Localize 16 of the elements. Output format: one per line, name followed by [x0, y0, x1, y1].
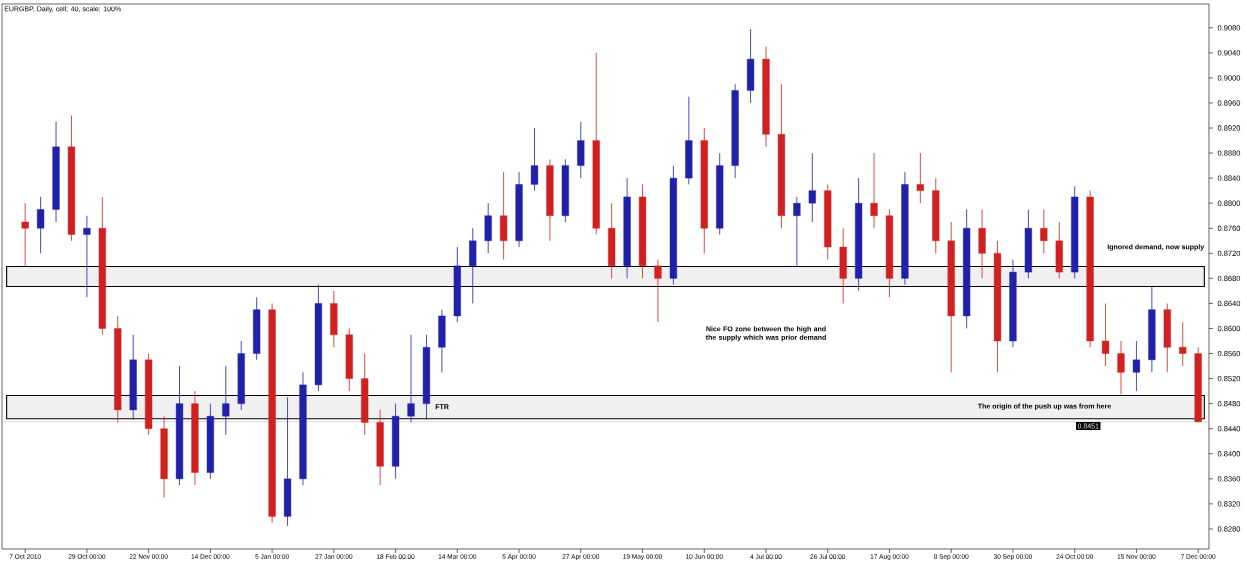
candlestick	[222, 365, 230, 436]
candlestick	[654, 259, 662, 323]
candlestick	[1117, 340, 1125, 395]
candlestick	[916, 152, 924, 204]
candlestick	[1040, 209, 1048, 254]
candlestick	[793, 196, 801, 267]
candlestick	[870, 152, 878, 229]
candlestick	[1101, 303, 1110, 367]
candlestick	[530, 127, 539, 192]
candlestick	[37, 196, 45, 254]
candlestick	[83, 215, 91, 298]
candlestick	[1132, 340, 1141, 392]
candlestick	[808, 152, 816, 223]
candlestick	[21, 202, 29, 267]
candlestick	[1179, 321, 1187, 367]
candlestick	[407, 334, 415, 423]
